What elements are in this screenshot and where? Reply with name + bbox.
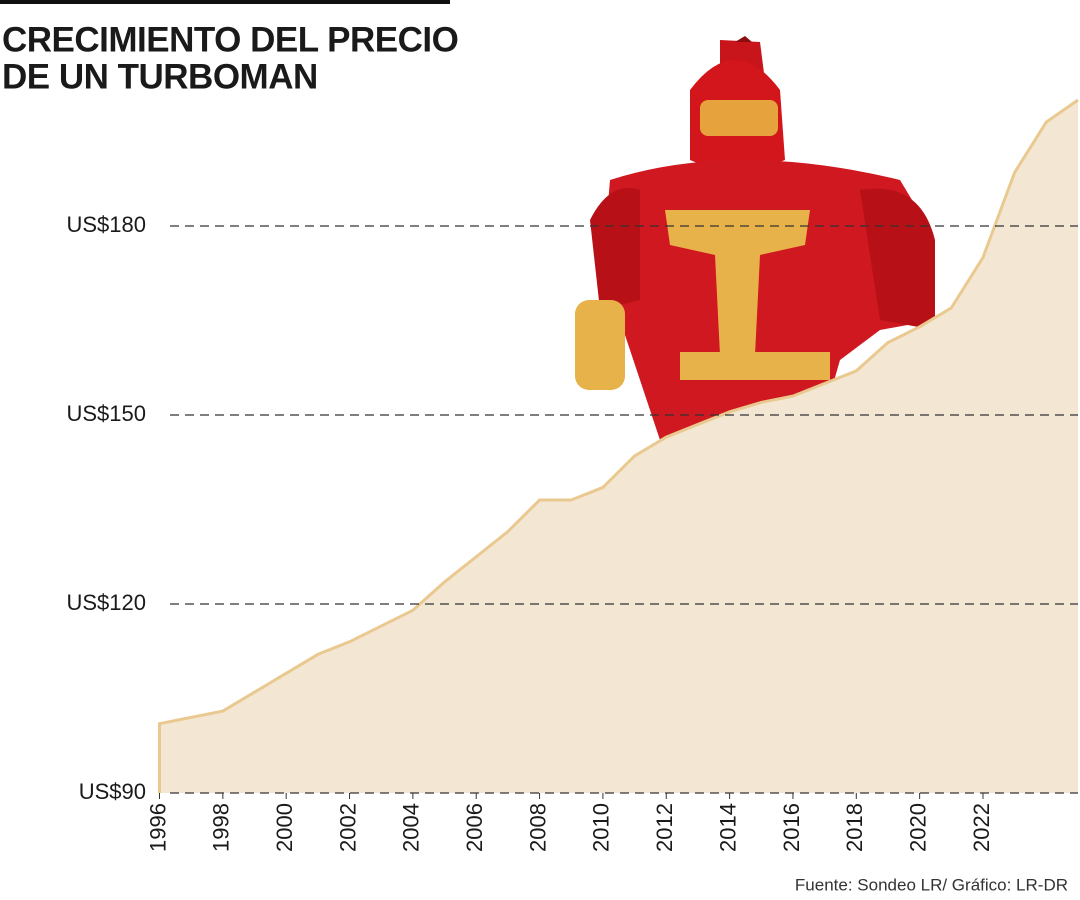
- chart-title: CRECIMIENTO DEL PRECIO: [2, 20, 458, 59]
- x-tick-label: 2022: [969, 803, 994, 852]
- y-tick-label: US$180: [66, 212, 146, 237]
- y-tick-label: US$90: [79, 779, 146, 804]
- x-tick-label: 2000: [272, 803, 297, 852]
- source: Fuente: Sondeo LR/ Gráfico: LR-DR: [795, 875, 1068, 894]
- x-tick-label: 2010: [589, 803, 614, 852]
- x-tick-label: 2004: [399, 803, 424, 852]
- y-tick-label: US$120: [66, 590, 146, 615]
- x-tick-label: 2016: [779, 803, 804, 852]
- x-tick-label: 1996: [145, 803, 170, 852]
- x-tick-label: 2008: [525, 803, 550, 852]
- x-tick-label: 2006: [462, 803, 487, 852]
- title-rule: [0, 0, 450, 4]
- x-tick-label: 2002: [335, 803, 360, 852]
- x-tick-label: 2020: [905, 803, 930, 852]
- x-tick-label: 2018: [842, 803, 867, 852]
- x-tick-label: 2014: [715, 803, 740, 852]
- x-tick-label: 2012: [652, 803, 677, 852]
- x-tick-label: 1998: [209, 803, 234, 852]
- area: [159, 100, 1078, 793]
- chart-title: DE UN TURBOMAN: [2, 57, 318, 96]
- turboman-figure: [575, 36, 935, 440]
- y-tick-label: US$150: [66, 401, 146, 426]
- area-line: [158, 98, 1079, 793]
